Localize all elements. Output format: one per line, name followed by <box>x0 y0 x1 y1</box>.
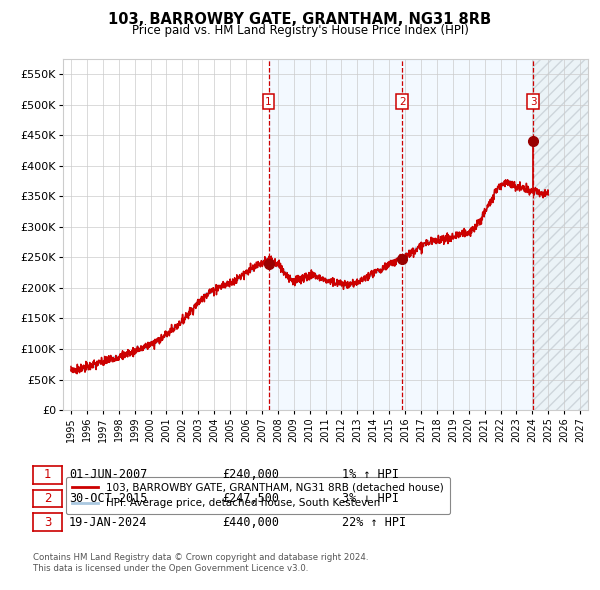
Text: £247,500: £247,500 <box>222 492 279 505</box>
Text: 01-JUN-2007: 01-JUN-2007 <box>69 468 148 481</box>
Text: 3: 3 <box>44 516 51 529</box>
Text: 30-OCT-2015: 30-OCT-2015 <box>69 492 148 505</box>
Text: 1: 1 <box>265 97 272 107</box>
Text: 1% ↑ HPI: 1% ↑ HPI <box>342 468 399 481</box>
Text: 22% ↑ HPI: 22% ↑ HPI <box>342 516 406 529</box>
Text: 103, BARROWBY GATE, GRANTHAM, NG31 8RB: 103, BARROWBY GATE, GRANTHAM, NG31 8RB <box>109 12 491 27</box>
Text: 2: 2 <box>44 492 51 505</box>
Text: 3: 3 <box>530 97 536 107</box>
Bar <box>269 59 533 410</box>
Text: Price paid vs. HM Land Registry's House Price Index (HPI): Price paid vs. HM Land Registry's House … <box>131 24 469 37</box>
Text: £440,000: £440,000 <box>222 516 279 529</box>
Text: 1: 1 <box>44 468 51 481</box>
Text: 2: 2 <box>399 97 406 107</box>
Text: 19-JAN-2024: 19-JAN-2024 <box>69 516 148 529</box>
Legend: 103, BARROWBY GATE, GRANTHAM, NG31 8RB (detached house), HPI: Average price, det: 103, BARROWBY GATE, GRANTHAM, NG31 8RB (… <box>65 477 450 514</box>
Text: £240,000: £240,000 <box>222 468 279 481</box>
Text: Contains HM Land Registry data © Crown copyright and database right 2024.: Contains HM Land Registry data © Crown c… <box>33 553 368 562</box>
Text: This data is licensed under the Open Government Licence v3.0.: This data is licensed under the Open Gov… <box>33 565 308 573</box>
Bar <box>533 59 588 410</box>
Text: 3% ↓ HPI: 3% ↓ HPI <box>342 492 399 505</box>
